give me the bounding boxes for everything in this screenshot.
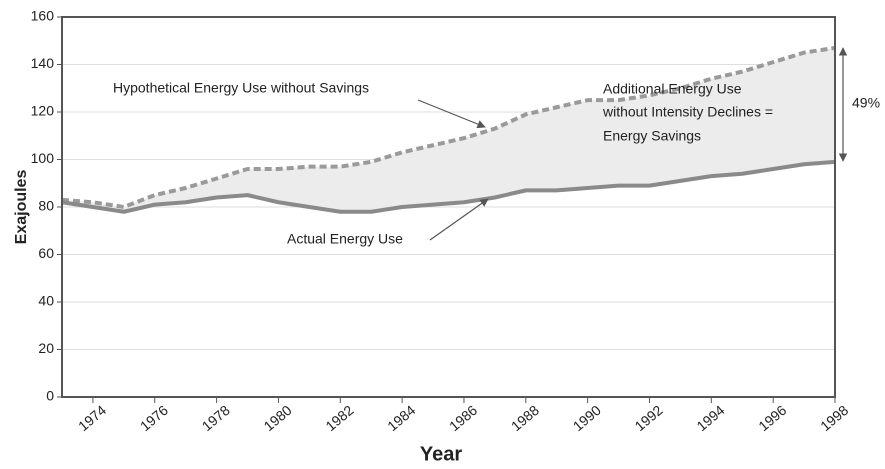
- y-tick-label: 160: [31, 8, 55, 24]
- x-tick-label: 1986: [446, 402, 480, 434]
- x-tick-label: 1996: [755, 402, 789, 434]
- y-tick-label: 0: [46, 388, 54, 404]
- y-tick-label: 100: [31, 150, 55, 166]
- annotation-arrow: [429, 198, 489, 241]
- x-tick-label: 1994: [693, 402, 727, 434]
- annotation: Additional Energy Use: [603, 81, 742, 97]
- series-line: [61, 159, 836, 214]
- y-tick-label: 120: [31, 103, 55, 119]
- x-axis-title: Year: [420, 443, 462, 465]
- x-tick-label: 1998: [817, 402, 851, 434]
- y-tick-label: 40: [38, 293, 54, 309]
- annotation: 49%: [852, 95, 880, 111]
- series-line: [61, 45, 836, 209]
- y-tick-label: 80: [38, 198, 54, 214]
- x-tick-label: 1992: [632, 402, 666, 434]
- annotation-arrow: [417, 99, 486, 129]
- y-axis-title: Exajoules: [13, 170, 30, 245]
- x-tick-label: 1988: [508, 402, 542, 434]
- x-tick-label: 1990: [570, 402, 604, 434]
- plot-border: [61, 16, 836, 398]
- y-tick-label: 60: [38, 245, 54, 261]
- x-tick-label: 1974: [75, 402, 109, 434]
- x-tick-label: 1982: [322, 402, 356, 434]
- annotation: Hypothetical Energy Use without Savings: [113, 80, 369, 96]
- x-tick-label: 1978: [199, 402, 233, 434]
- y-tick-label: 20: [38, 340, 54, 356]
- x-tick-label: 1976: [137, 402, 171, 434]
- x-tick-label: 1980: [261, 402, 295, 434]
- annotation: Actual Energy Use: [287, 231, 403, 247]
- y-tick-label: 140: [31, 55, 55, 71]
- annotation: without Intensity Declines =: [602, 104, 773, 120]
- annotation: Energy Savings: [603, 128, 701, 144]
- x-tick-label: 1984: [384, 402, 418, 434]
